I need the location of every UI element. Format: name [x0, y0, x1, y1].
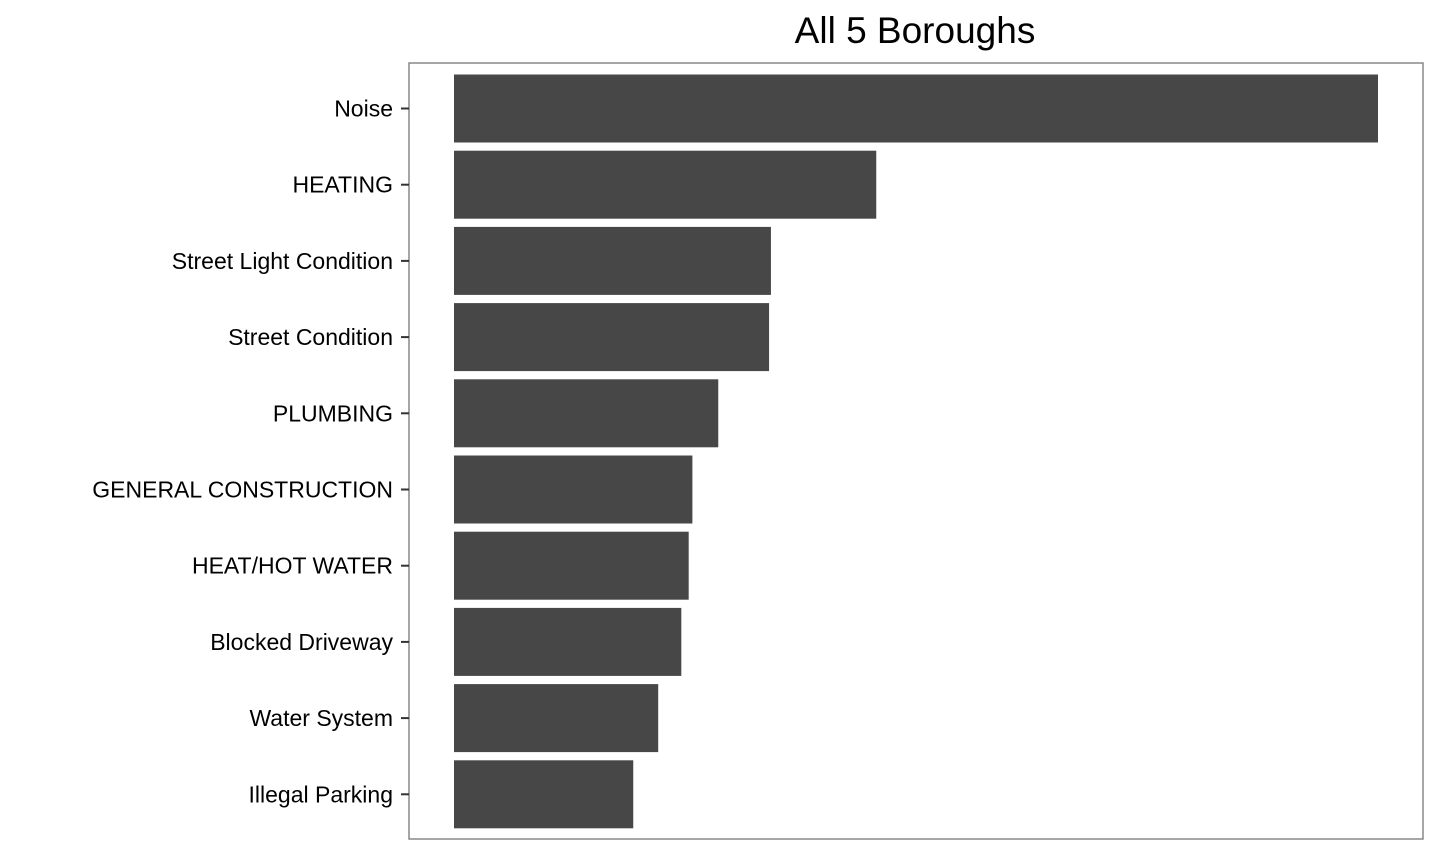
bar [454, 379, 719, 448]
bar [454, 303, 770, 372]
y-tick-label: Street Condition [228, 324, 393, 350]
bar [454, 607, 682, 676]
bar [454, 150, 877, 219]
y-axis-tick-labels: Noise HEATING Street Light Condition Street… [92, 96, 393, 808]
bar [454, 455, 693, 524]
y-tick-label: PLUMBING [273, 400, 393, 426]
y-axis-ticks [401, 107, 409, 796]
bar [454, 684, 659, 753]
y-tick-label: Illegal Parking [249, 781, 393, 807]
plot-panel [408, 62, 1424, 840]
y-tick-label: Street Light Condition [172, 248, 393, 274]
chart-title: All 5 Boroughs [795, 10, 1036, 51]
bar [454, 760, 634, 829]
bar [454, 226, 771, 295]
y-tick-label: Water System [249, 705, 393, 731]
y-tick-label: Noise [334, 96, 393, 122]
y-tick-label: Blocked Driveway [210, 629, 393, 655]
y-tick-label: HEATING [292, 172, 393, 198]
bar [454, 74, 1378, 143]
y-tick-label: HEAT/HOT WATER [192, 553, 393, 579]
y-tick-label: GENERAL CONSTRUCTION [92, 477, 393, 503]
bar [454, 531, 689, 600]
bars-layer [454, 74, 1378, 829]
